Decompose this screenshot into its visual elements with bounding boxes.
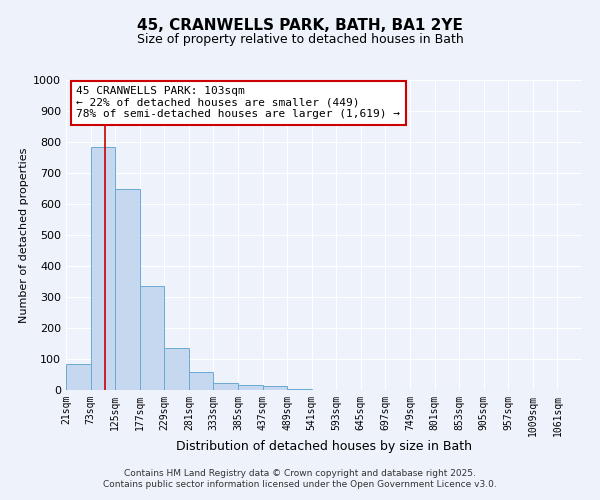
X-axis label: Distribution of detached houses by size in Bath: Distribution of detached houses by size … bbox=[176, 440, 472, 453]
Text: 45 CRANWELLS PARK: 103sqm
← 22% of detached houses are smaller (449)
78% of semi: 45 CRANWELLS PARK: 103sqm ← 22% of detac… bbox=[76, 86, 400, 120]
Y-axis label: Number of detached properties: Number of detached properties bbox=[19, 148, 29, 322]
Bar bbox=[238, 386, 263, 390]
Text: Size of property relative to detached houses in Bath: Size of property relative to detached ho… bbox=[137, 32, 463, 46]
Bar bbox=[140, 286, 164, 390]
Text: Contains HM Land Registry data © Crown copyright and database right 2025.: Contains HM Land Registry data © Crown c… bbox=[124, 468, 476, 477]
Bar bbox=[66, 364, 91, 390]
Bar bbox=[189, 372, 214, 390]
Bar bbox=[115, 189, 140, 390]
Text: Contains public sector information licensed under the Open Government Licence v3: Contains public sector information licen… bbox=[103, 480, 497, 489]
Bar bbox=[91, 148, 115, 390]
Bar bbox=[263, 386, 287, 390]
Bar bbox=[214, 383, 238, 390]
Bar bbox=[164, 348, 189, 390]
Text: 45, CRANWELLS PARK, BATH, BA1 2YE: 45, CRANWELLS PARK, BATH, BA1 2YE bbox=[137, 18, 463, 32]
